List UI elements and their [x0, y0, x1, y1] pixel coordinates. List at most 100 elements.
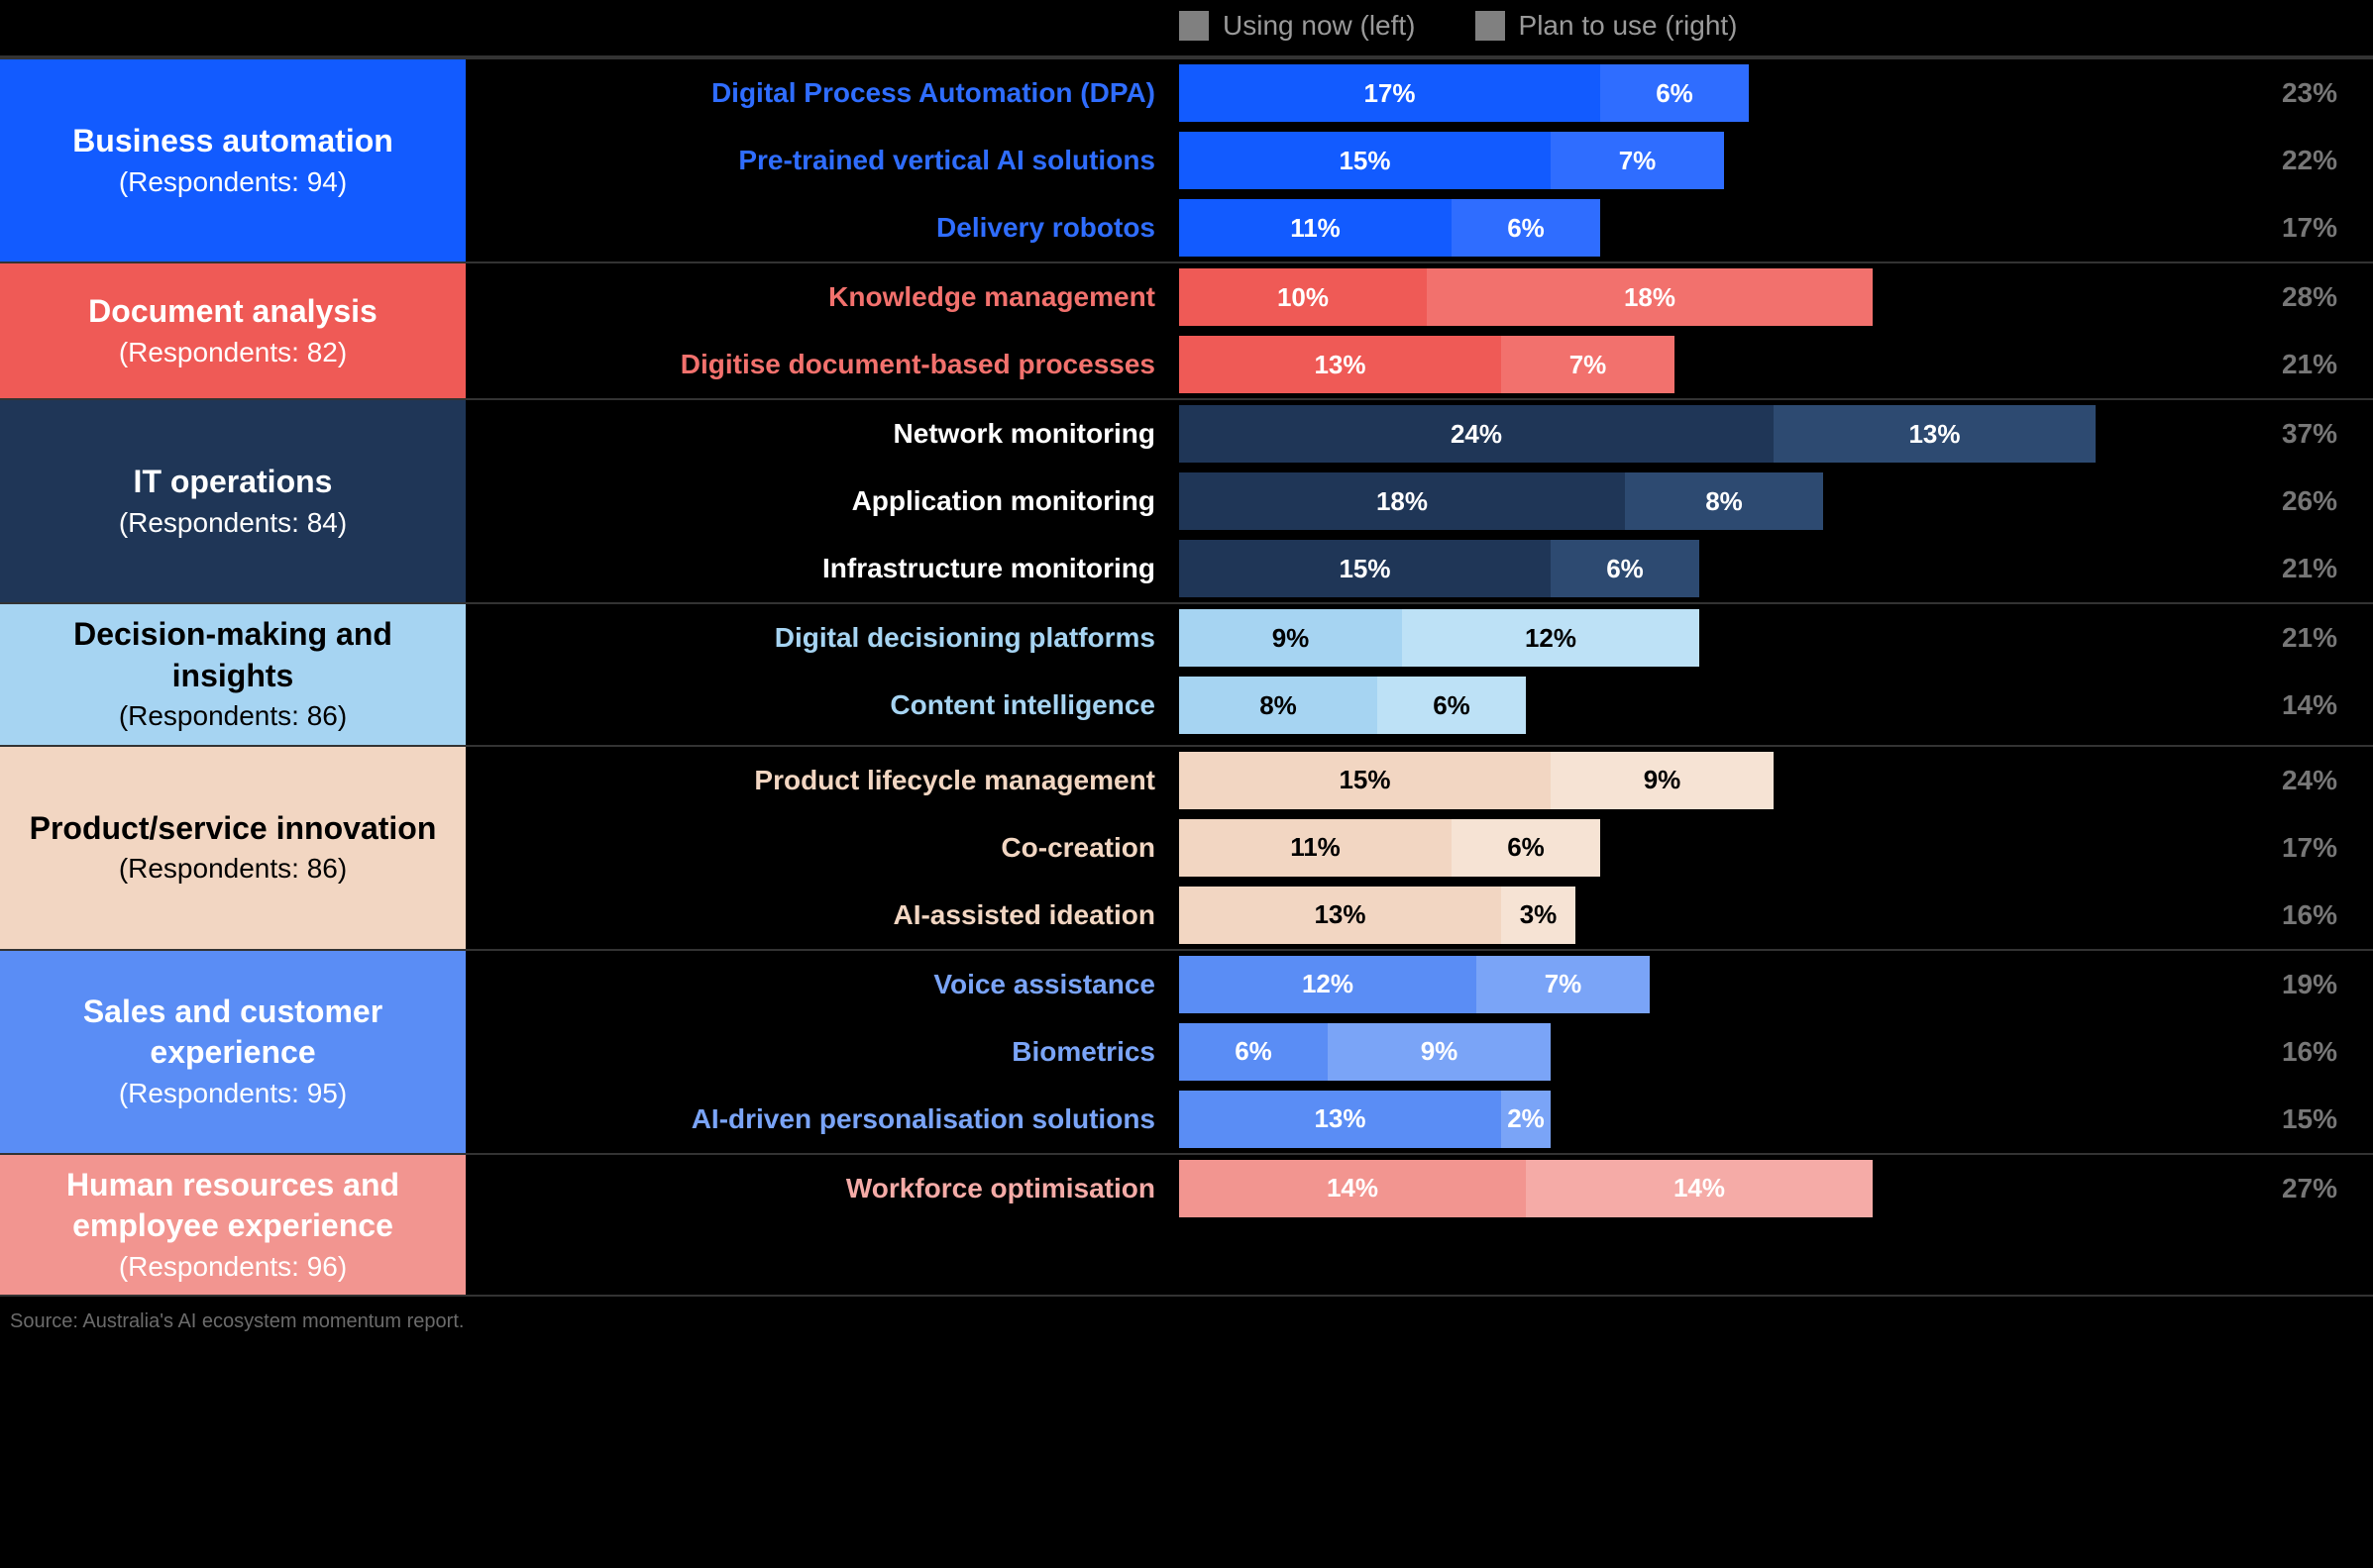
- stacked-bar: 11%6%: [1179, 819, 1600, 877]
- row-total: 37%: [2234, 418, 2373, 450]
- chart-row: AI-driven personalisation solutions13%2%…: [466, 1086, 2373, 1153]
- group-respondents: (Respondents: 84): [119, 505, 347, 541]
- group-title: IT operations: [134, 462, 333, 503]
- stacked-bar: 15%9%: [1179, 752, 1774, 809]
- stacked-bar: 6%9%: [1179, 1023, 1551, 1081]
- bar-track: 11%6%: [1179, 819, 2234, 877]
- bar-segment-using: 8%: [1179, 677, 1377, 734]
- bar-segment-using: 12%: [1179, 956, 1476, 1013]
- chart-group: Decision-making and insights(Respondents…: [0, 602, 2373, 745]
- bar-segment-plan: 7%: [1551, 132, 1724, 189]
- group-title: Document analysis: [88, 291, 378, 333]
- group-rows: Network monitoring24%13% 37% Application m…: [466, 400, 2373, 602]
- group-rows: Product lifecycle management15%9%24%Co-c…: [466, 747, 2373, 949]
- chart-row: Voice assistance12%7%19%: [466, 951, 2373, 1018]
- row-label: Voice assistance: [466, 969, 1179, 1000]
- bar-track: 13%2%: [1179, 1091, 2234, 1148]
- stacked-bar: 11%6%: [1179, 199, 1600, 257]
- bar-track: 18%8%: [1179, 472, 2234, 530]
- stacked-bar: 13%7%: [1179, 336, 1674, 393]
- bar-track: 11%6%: [1179, 199, 2234, 257]
- group-label: Document analysis(Respondents: 82): [0, 263, 466, 398]
- row-label: Network monitoring: [466, 418, 1179, 450]
- row-total: 21%: [2234, 553, 2373, 584]
- bar-track: 8%6%: [1179, 677, 2234, 734]
- row-total: 16%: [2234, 1036, 2373, 1068]
- bar-track: 12%7%: [1179, 956, 2234, 1013]
- stacked-bar: 13%2%: [1179, 1091, 1551, 1148]
- bar-segment-plan: 7%: [1476, 956, 1650, 1013]
- bar-segment-using: 18%: [1179, 472, 1625, 530]
- stacked-bar: 9%12%: [1179, 609, 1699, 667]
- bar-segment-plan: 8%: [1625, 472, 1823, 530]
- chart-group: IT operations(Respondents: 84) Network mo…: [0, 398, 2373, 602]
- legend-swatch-using: [1179, 11, 1209, 41]
- row-label: Application monitoring: [466, 485, 1179, 517]
- stacked-bar: 8%6%: [1179, 677, 1526, 734]
- bar-segment-plan: 6%: [1551, 540, 1699, 597]
- row-label: Digital decisioning platforms: [466, 622, 1179, 654]
- stacked-bar: 24%13%: [1179, 405, 2096, 463]
- group-label: Sales and customer experience(Respondent…: [0, 951, 466, 1153]
- row-total: 24%: [2234, 765, 2373, 796]
- bar-track: 6%9%: [1179, 1023, 2234, 1081]
- chart-row: Product lifecycle management15%9%24%: [466, 747, 2373, 814]
- bar-track: 13%3%: [1179, 887, 2234, 944]
- group-label: Decision-making and insights(Respondents…: [0, 604, 466, 745]
- row-label: Pre-trained vertical AI solutions: [466, 145, 1179, 176]
- chart-group: Product/service innovation(Respondents: …: [0, 745, 2373, 949]
- bar-segment-plan: 13%: [1774, 405, 2096, 463]
- bar-track: 15%9%: [1179, 752, 2234, 809]
- group-title: Business automation: [72, 121, 393, 162]
- bar-segment-plan: 9%: [1328, 1023, 1551, 1081]
- group-rows: Digital decisioning platforms9%12%21%Con…: [466, 604, 2373, 745]
- bar-track: 13%7%: [1179, 336, 2234, 393]
- row-total: 27%: [2234, 1173, 2373, 1204]
- stacked-bar: 13%3%: [1179, 887, 1575, 944]
- legend-swatch-plan: [1475, 11, 1505, 41]
- bar-segment-plan: 3%: [1501, 887, 1575, 944]
- bar-segment-using: 15%: [1179, 132, 1551, 189]
- row-label: Knowledge management: [466, 281, 1179, 313]
- bar-segment-plan: 7%: [1501, 336, 1674, 393]
- bar-segment-using: 13%: [1179, 1091, 1501, 1148]
- group-respondents: (Respondents: 95): [119, 1076, 347, 1111]
- chart-group: Document analysis(Respondents: 82)Knowle…: [0, 261, 2373, 398]
- group-title: Decision-making and insights: [20, 614, 446, 696]
- row-label: Infrastructure monitoring: [466, 553, 1179, 584]
- row-total: 15%: [2234, 1103, 2373, 1135]
- row-total: 19%: [2234, 969, 2373, 1000]
- row-total: 16%: [2234, 899, 2373, 931]
- bar-segment-using: 13%: [1179, 336, 1501, 393]
- bar-segment-plan: 14%: [1526, 1160, 1873, 1217]
- group-respondents: (Respondents: 94): [119, 164, 347, 200]
- row-total: 21%: [2234, 349, 2373, 380]
- bar-segment-using: 6%: [1179, 1023, 1328, 1081]
- group-rows: Workforce optimisation14%14%27%: [466, 1155, 2373, 1296]
- group-label: Product/service innovation(Respondents: …: [0, 747, 466, 949]
- stacked-bar: 18%8%: [1179, 472, 1823, 530]
- group-title: Sales and customer experience: [20, 992, 446, 1074]
- row-total: 14%: [2234, 689, 2373, 721]
- row-label: Co-creation: [466, 832, 1179, 864]
- row-label: Biometrics: [466, 1036, 1179, 1068]
- bar-segment-plan: 6%: [1452, 199, 1600, 257]
- row-total: 21%: [2234, 622, 2373, 654]
- row-total: 26%: [2234, 485, 2373, 517]
- bar-segment-using: 24%: [1179, 405, 1774, 463]
- chart-row: Workforce optimisation14%14%27%: [466, 1155, 2373, 1222]
- bar-segment-plan: 6%: [1452, 819, 1600, 877]
- row-label: Workforce optimisation: [466, 1173, 1179, 1204]
- row-total: 23%: [2234, 77, 2373, 109]
- bar-segment-plan: 6%: [1600, 64, 1749, 122]
- group-rows: Knowledge management10%18%28%Digitise do…: [466, 263, 2373, 398]
- bar-segment-plan: 6%: [1377, 677, 1526, 734]
- chart-group: Human resources and employee experience(…: [0, 1153, 2373, 1296]
- row-total: 28%: [2234, 281, 2373, 313]
- chart-row: Digitise document-based processes13%7%21…: [466, 331, 2373, 398]
- bar-segment-using: 10%: [1179, 268, 1427, 326]
- group-rows: Voice assistance12%7%19%Biometrics6%9%16…: [466, 951, 2373, 1153]
- bar-track: 14%14%: [1179, 1160, 2234, 1217]
- chart-row: Digital decisioning platforms9%12% 21%: [466, 604, 2373, 672]
- bar-segment-plan: 2%: [1501, 1091, 1551, 1148]
